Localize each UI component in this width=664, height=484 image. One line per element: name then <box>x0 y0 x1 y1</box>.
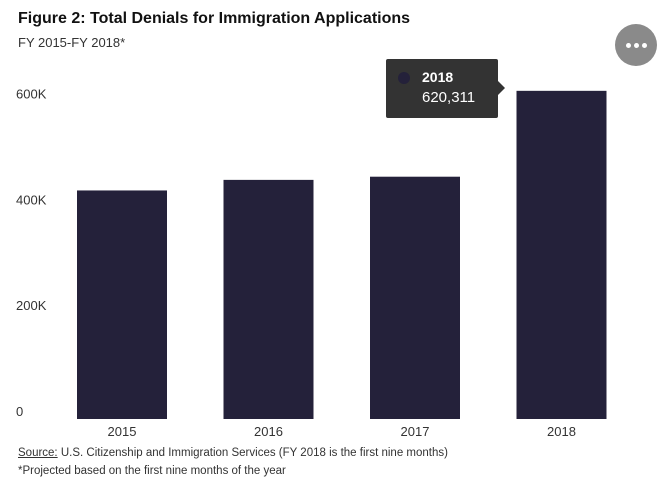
x-tick-label: 2017 <box>401 424 430 439</box>
y-tick-label: 600K <box>16 87 47 102</box>
bars <box>77 90 607 419</box>
source-note: Source: U.S. Citizenship and Immigration… <box>18 447 448 459</box>
tooltip-value: 620,311 <box>422 89 476 106</box>
y-tick-label: 0 <box>16 404 23 419</box>
bar-2016[interactable] <box>223 179 314 419</box>
x-tick-label: 2015 <box>108 424 137 439</box>
bar-tooltip: 2018 620,311 <box>386 59 505 118</box>
x-tick-label: 2018 <box>547 424 576 439</box>
bar-2017[interactable] <box>370 176 460 419</box>
x-tick-label: 2016 <box>254 424 283 439</box>
y-tick-label: 200K <box>16 298 47 313</box>
more-options-button[interactable] <box>615 24 657 66</box>
chart-title: Figure 2: Total Denials for Immigration … <box>18 10 411 27</box>
x-axis: 2015 2016 2017 2018 <box>108 424 576 439</box>
source-text: U.S. Citizenship and Immigration Service… <box>57 447 448 459</box>
source-label[interactable]: Source: <box>18 447 58 459</box>
bar-2015[interactable] <box>77 190 167 419</box>
bar-2018[interactable] <box>516 90 607 419</box>
tooltip-swatch <box>398 72 410 84</box>
bar-chart: 0 200K 400K 600K 2015 2016 2017 2018 <box>16 87 607 439</box>
more-horizontal-icon <box>625 42 647 48</box>
y-axis: 0 200K 400K 600K <box>16 87 47 419</box>
footnote: *Projected based on the first nine month… <box>18 465 286 477</box>
chart-subtitle: FY 2015-FY 2018* <box>18 35 126 50</box>
y-tick-label: 400K <box>16 192 47 207</box>
tooltip-label: 2018 <box>422 69 454 85</box>
